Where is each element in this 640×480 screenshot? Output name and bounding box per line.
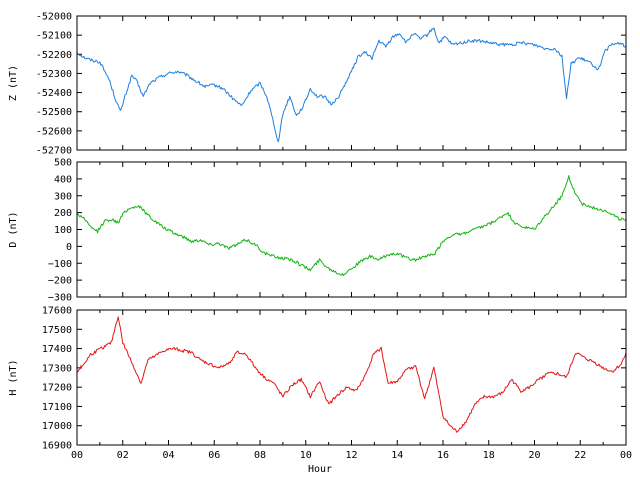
series-d-line	[76, 175, 627, 277]
y-tick-label: −300	[48, 293, 72, 304]
y-tick-label: -52100	[36, 31, 72, 42]
x-tick-label: 22	[574, 450, 586, 461]
y-axis-title: H (nT)	[8, 359, 19, 395]
x-tick-label: 00	[620, 450, 632, 461]
x-tick-label: 00	[71, 450, 83, 461]
y-tick-label: -52300	[36, 69, 72, 80]
panel-d: 500 400 300 200 100 0 −100 −200 −300 D (nT)	[8, 158, 627, 304]
y-tick-label: -52600	[36, 126, 72, 137]
y-tick-label: 17600	[42, 306, 72, 317]
x-tick-label: 14	[391, 450, 403, 461]
y-axis-title: D (nT)	[8, 211, 19, 247]
y-tick-label: -52500	[36, 107, 72, 118]
y-axis-title: Z (nT)	[8, 65, 19, 101]
plot-frame	[76, 161, 627, 298]
y-tick-label: −200	[48, 276, 72, 287]
plot-frame	[76, 309, 627, 446]
y-tick-label: 17500	[42, 325, 72, 336]
y-tick-label: -52000	[36, 12, 72, 23]
y-tick-label: 300	[54, 191, 72, 202]
y-tick-label: 17000	[42, 421, 72, 432]
x-tick-label: 18	[483, 450, 495, 461]
series-h-line	[76, 316, 627, 433]
y-tick-label: 17400	[42, 344, 72, 355]
x-tick-label: 08	[254, 450, 266, 461]
x-tick-label: 16	[437, 450, 449, 461]
y-tick-label: 17200	[42, 383, 72, 394]
y-tick-label: 200	[54, 208, 72, 219]
y-tick-label: 16900	[42, 441, 72, 452]
y-tick-label: −100	[48, 259, 72, 270]
x-tick-label: 06	[208, 450, 220, 461]
series-z-line	[76, 27, 627, 143]
y-tick-label: 0	[66, 242, 72, 253]
x-tick-label: 10	[300, 450, 312, 461]
y-tick-label: -52400	[36, 88, 72, 99]
x-tick-label: 04	[162, 450, 174, 461]
x-tick-label: 02	[117, 450, 129, 461]
plot-frame	[76, 15, 627, 151]
x-tick-label: 12	[345, 450, 357, 461]
x-tick-label: 20	[528, 450, 540, 461]
x-axis-title: Hour	[308, 464, 332, 475]
panel-z: -52000 -52100 -52200 -52300 -52400 -52500 -526…	[8, 12, 627, 157]
y-tick-label: 100	[54, 225, 72, 236]
y-tick-label: 400	[54, 174, 72, 185]
panel-h: 17600 17500 17400 17300 17200 17100 17000 16900…	[8, 306, 632, 462]
y-tick-label: 17300	[42, 363, 72, 374]
y-tick-label: -52200	[36, 50, 72, 61]
y-tick-label: 500	[54, 158, 72, 169]
y-tick-label: -52700	[36, 146, 72, 157]
y-tick-label: 17100	[42, 402, 72, 413]
